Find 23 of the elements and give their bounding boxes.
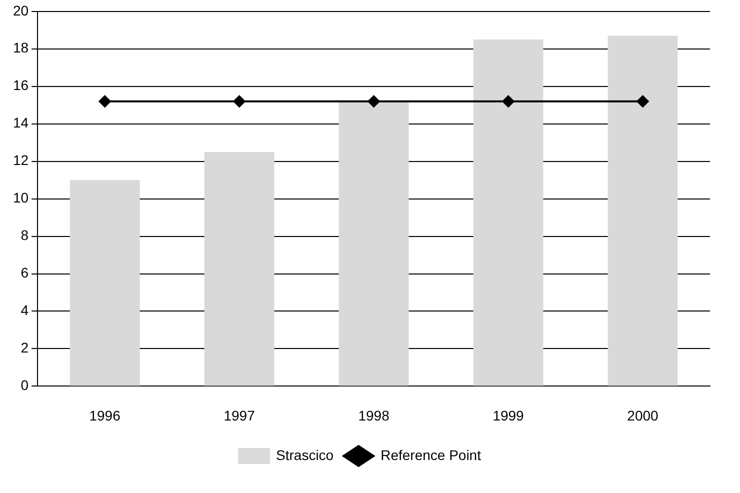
y-tick-label: 0 [20,377,29,394]
x-tick-label: 2000 [627,407,659,424]
x-tick-label: 1998 [358,407,390,424]
y-tick-label: 12 [12,152,29,168]
y-tick-label: 14 [12,114,29,131]
legend-label: Strascico [276,446,334,463]
y-tick-label: 2 [20,340,29,356]
y-tick-label: 18 [12,40,29,56]
bar [608,36,678,386]
bar [70,180,140,386]
y-tick-label: 16 [12,77,29,94]
bar [338,101,409,386]
y-tick-label: 10 [12,190,29,206]
x-tick-label: 1996 [89,407,121,424]
bar [473,40,544,386]
x-tick-label: 1999 [492,407,524,424]
bar [204,152,274,386]
y-tick-label: 4 [20,302,29,318]
y-tick-label: 8 [20,227,29,244]
x-tick-label: 1997 [224,407,256,424]
y-tick-label: 20 [12,2,29,18]
y-tick-label: 6 [20,264,29,281]
legend-label: Reference Point [380,446,482,463]
